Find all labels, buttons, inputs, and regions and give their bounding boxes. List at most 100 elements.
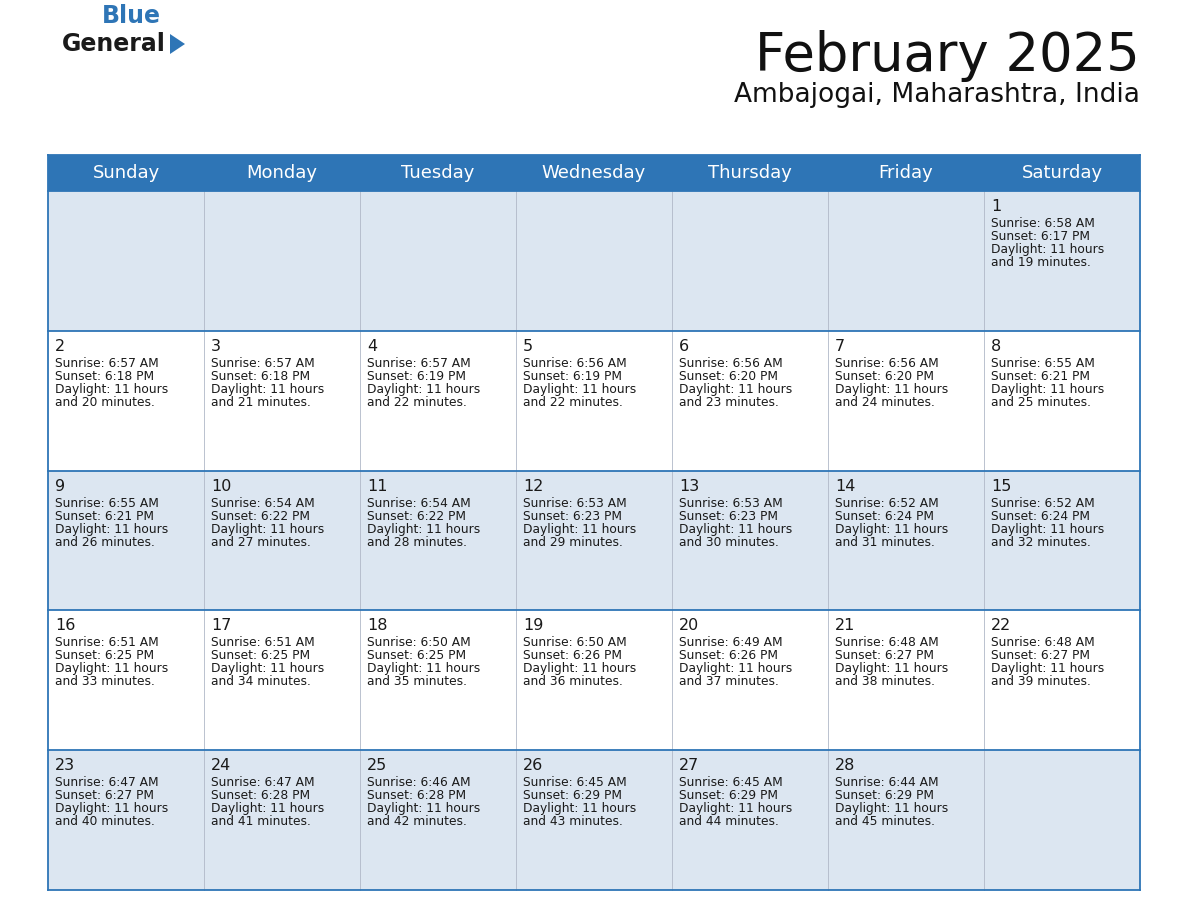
Text: Saturday: Saturday	[1022, 164, 1102, 182]
Text: Thursday: Thursday	[708, 164, 792, 182]
Text: 26: 26	[523, 758, 543, 773]
Text: Sunset: 6:25 PM: Sunset: 6:25 PM	[211, 649, 310, 663]
Text: 22: 22	[991, 619, 1011, 633]
Text: Sunrise: 6:48 AM: Sunrise: 6:48 AM	[835, 636, 939, 649]
Text: Sunrise: 6:52 AM: Sunrise: 6:52 AM	[835, 497, 939, 509]
Bar	[48, 330, 1140, 471]
Text: Daylight: 11 hours: Daylight: 11 hours	[211, 802, 324, 815]
Text: Sunrise: 6:50 AM: Sunrise: 6:50 AM	[367, 636, 470, 649]
Text: Sunset: 6:20 PM: Sunset: 6:20 PM	[835, 370, 934, 383]
Text: Sunrise: 6:46 AM: Sunrise: 6:46 AM	[367, 777, 470, 789]
Text: Sunset: 6:23 PM: Sunset: 6:23 PM	[523, 509, 623, 522]
Text: and 44 minutes.: and 44 minutes.	[680, 815, 779, 828]
Text: 13: 13	[680, 478, 700, 494]
Text: Sunset: 6:24 PM: Sunset: 6:24 PM	[835, 509, 934, 522]
Text: Tuesday: Tuesday	[402, 164, 475, 182]
Text: and 28 minutes.: and 28 minutes.	[367, 535, 467, 549]
Text: Sunrise: 6:56 AM: Sunrise: 6:56 AM	[835, 357, 939, 370]
Text: Sunrise: 6:58 AM: Sunrise: 6:58 AM	[991, 217, 1095, 230]
Text: Sunset: 6:17 PM: Sunset: 6:17 PM	[991, 230, 1091, 243]
Text: Daylight: 11 hours: Daylight: 11 hours	[991, 383, 1105, 396]
Text: Daylight: 11 hours: Daylight: 11 hours	[680, 522, 792, 535]
Text: and 42 minutes.: and 42 minutes.	[367, 815, 467, 828]
Text: February 2025: February 2025	[756, 30, 1140, 82]
Bar	[48, 191, 1140, 330]
Text: 2: 2	[55, 339, 65, 353]
Text: Sunrise: 6:48 AM: Sunrise: 6:48 AM	[991, 636, 1095, 649]
Text: 17: 17	[211, 619, 232, 633]
Text: Sunset: 6:29 PM: Sunset: 6:29 PM	[835, 789, 934, 802]
Text: and 45 minutes.: and 45 minutes.	[835, 815, 935, 828]
Text: Sunrise: 6:47 AM: Sunrise: 6:47 AM	[211, 777, 315, 789]
Text: Daylight: 11 hours: Daylight: 11 hours	[991, 663, 1105, 676]
Text: and 31 minutes.: and 31 minutes.	[835, 535, 935, 549]
Text: Sunset: 6:19 PM: Sunset: 6:19 PM	[523, 370, 623, 383]
Text: Daylight: 11 hours: Daylight: 11 hours	[680, 383, 792, 396]
Text: Sunset: 6:21 PM: Sunset: 6:21 PM	[55, 509, 154, 522]
Text: Blue: Blue	[102, 4, 162, 28]
Text: Sunset: 6:23 PM: Sunset: 6:23 PM	[680, 509, 778, 522]
Text: Sunrise: 6:47 AM: Sunrise: 6:47 AM	[55, 777, 159, 789]
Text: 8: 8	[991, 339, 1001, 353]
Text: Daylight: 11 hours: Daylight: 11 hours	[523, 522, 637, 535]
Text: and 37 minutes.: and 37 minutes.	[680, 676, 779, 688]
Text: Daylight: 11 hours: Daylight: 11 hours	[55, 802, 169, 815]
Text: Sunset: 6:27 PM: Sunset: 6:27 PM	[991, 649, 1091, 663]
Text: 9: 9	[55, 478, 65, 494]
Text: Daylight: 11 hours: Daylight: 11 hours	[367, 802, 480, 815]
Text: Daylight: 11 hours: Daylight: 11 hours	[835, 663, 948, 676]
Text: Sunset: 6:22 PM: Sunset: 6:22 PM	[367, 509, 466, 522]
Text: Daylight: 11 hours: Daylight: 11 hours	[523, 383, 637, 396]
Text: Daylight: 11 hours: Daylight: 11 hours	[991, 243, 1105, 256]
Text: and 35 minutes.: and 35 minutes.	[367, 676, 467, 688]
Text: and 43 minutes.: and 43 minutes.	[523, 815, 623, 828]
Text: Daylight: 11 hours: Daylight: 11 hours	[835, 802, 948, 815]
Text: Sunrise: 6:54 AM: Sunrise: 6:54 AM	[211, 497, 315, 509]
Text: 16: 16	[55, 619, 75, 633]
Text: and 23 minutes.: and 23 minutes.	[680, 396, 779, 409]
Text: 6: 6	[680, 339, 689, 353]
Text: and 21 minutes.: and 21 minutes.	[211, 396, 311, 409]
Text: and 20 minutes.: and 20 minutes.	[55, 396, 154, 409]
Text: 15: 15	[991, 478, 1011, 494]
Text: and 27 minutes.: and 27 minutes.	[211, 535, 311, 549]
Text: Daylight: 11 hours: Daylight: 11 hours	[523, 663, 637, 676]
Text: 3: 3	[211, 339, 221, 353]
Text: Sunset: 6:26 PM: Sunset: 6:26 PM	[680, 649, 778, 663]
Text: Sunset: 6:19 PM: Sunset: 6:19 PM	[367, 370, 466, 383]
Text: Daylight: 11 hours: Daylight: 11 hours	[991, 522, 1105, 535]
Text: General: General	[62, 32, 166, 56]
Text: 7: 7	[835, 339, 845, 353]
Bar	[48, 155, 1140, 191]
Text: Sunset: 6:21 PM: Sunset: 6:21 PM	[991, 370, 1091, 383]
Text: 23: 23	[55, 758, 75, 773]
Text: Sunrise: 6:53 AM: Sunrise: 6:53 AM	[523, 497, 627, 509]
Text: Sunset: 6:28 PM: Sunset: 6:28 PM	[211, 789, 310, 802]
Text: 1: 1	[991, 199, 1001, 214]
Text: Daylight: 11 hours: Daylight: 11 hours	[835, 522, 948, 535]
Text: Ambajogai, Maharashtra, India: Ambajogai, Maharashtra, India	[734, 82, 1140, 108]
Text: and 24 minutes.: and 24 minutes.	[835, 396, 935, 409]
Text: Daylight: 11 hours: Daylight: 11 hours	[680, 802, 792, 815]
Text: Sunset: 6:29 PM: Sunset: 6:29 PM	[523, 789, 623, 802]
Text: 19: 19	[523, 619, 543, 633]
Text: 20: 20	[680, 619, 700, 633]
Text: and 29 minutes.: and 29 minutes.	[523, 535, 623, 549]
Text: 14: 14	[835, 478, 855, 494]
Text: Sunrise: 6:45 AM: Sunrise: 6:45 AM	[680, 777, 783, 789]
Text: Sunset: 6:24 PM: Sunset: 6:24 PM	[991, 509, 1091, 522]
Text: 11: 11	[367, 478, 387, 494]
Text: Daylight: 11 hours: Daylight: 11 hours	[680, 663, 792, 676]
Text: 18: 18	[367, 619, 387, 633]
Text: Sunday: Sunday	[93, 164, 159, 182]
Text: Sunrise: 6:53 AM: Sunrise: 6:53 AM	[680, 497, 783, 509]
Text: and 34 minutes.: and 34 minutes.	[211, 676, 311, 688]
Text: and 32 minutes.: and 32 minutes.	[991, 535, 1091, 549]
Polygon shape	[170, 34, 185, 54]
Text: Sunset: 6:28 PM: Sunset: 6:28 PM	[367, 789, 466, 802]
Text: Daylight: 11 hours: Daylight: 11 hours	[55, 663, 169, 676]
Text: Daylight: 11 hours: Daylight: 11 hours	[211, 383, 324, 396]
Text: Sunrise: 6:50 AM: Sunrise: 6:50 AM	[523, 636, 627, 649]
Text: and 33 minutes.: and 33 minutes.	[55, 676, 154, 688]
Text: Sunset: 6:27 PM: Sunset: 6:27 PM	[55, 789, 154, 802]
